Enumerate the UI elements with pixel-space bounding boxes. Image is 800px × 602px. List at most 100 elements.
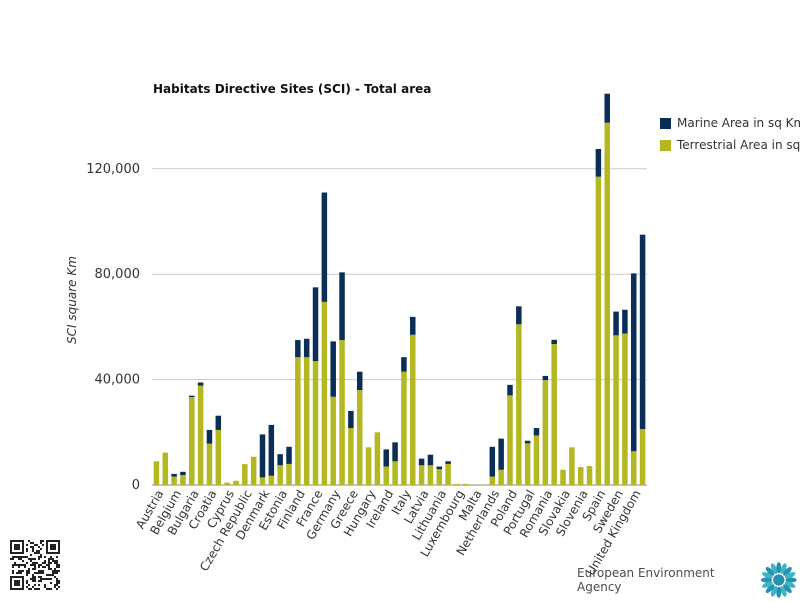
bar-terrestrial (596, 177, 602, 485)
bar-terrestrial (490, 477, 496, 485)
bar-terrestrial (322, 302, 328, 485)
bar-marine (640, 235, 646, 429)
bar-marine (357, 372, 363, 390)
legend-item-terrestrial[interactable]: Terrestrial Area in sq Km (660, 134, 800, 156)
bar-terrestrial (419, 465, 425, 485)
bar-marine (189, 396, 195, 397)
bar-terrestrial (251, 457, 257, 485)
bar-terrestrial (286, 464, 292, 485)
bar-terrestrial (463, 484, 469, 485)
bar-marine (516, 306, 522, 324)
bar-terrestrial (260, 477, 266, 485)
y-tick-label: 120,000 (86, 162, 140, 177)
bar-terrestrial (269, 476, 275, 485)
bar-marine (437, 467, 443, 470)
bar-terrestrial (613, 335, 619, 485)
bar-marine (313, 287, 319, 361)
bar-marine (171, 474, 177, 477)
bar-marine (498, 439, 504, 470)
bar-marine (207, 430, 213, 444)
chart-title: Habitats Directive Sites (SCI) - Total a… (153, 82, 431, 96)
legend-label-terrestrial: Terrestrial Area in sq Km (677, 138, 800, 152)
bar-marine (525, 441, 531, 444)
bar-marine (543, 376, 549, 380)
eea-sun-icon (758, 558, 800, 602)
bar-terrestrial (587, 466, 593, 485)
bar-terrestrial (445, 464, 451, 485)
bar-terrestrial (498, 470, 504, 485)
bar-terrestrial (543, 380, 549, 485)
bar-marine (596, 149, 602, 177)
bar-marine (269, 425, 275, 476)
bar-terrestrial (224, 483, 230, 485)
bar-marine (216, 416, 222, 430)
bar-marine (419, 459, 425, 466)
bar-terrestrial (277, 465, 283, 485)
bar-terrestrial (622, 333, 628, 485)
bar-marine (260, 434, 266, 477)
bar-marine (198, 382, 204, 385)
bar-terrestrial (304, 357, 310, 485)
y-axis-label: SCI square Km (65, 256, 79, 344)
bar-marine (330, 341, 336, 396)
bar-terrestrial (454, 484, 460, 485)
bar-marine (551, 340, 557, 344)
bar-terrestrial (507, 395, 513, 485)
bar-marine (445, 461, 451, 464)
bar-terrestrial (163, 453, 169, 485)
bar-marine (410, 317, 416, 335)
y-tick-label: 0 (132, 478, 140, 493)
bar-marine (339, 272, 345, 340)
bar-terrestrial (560, 470, 566, 485)
eea-logo[interactable]: European Environment Agency (577, 558, 800, 602)
bar-marine (631, 273, 637, 451)
bar-terrestrial (428, 465, 434, 485)
bar-terrestrial (516, 324, 522, 485)
bar-marine (322, 193, 328, 302)
bar-marine (428, 455, 434, 466)
y-tick-label: 40,000 (95, 373, 141, 388)
bar-terrestrial (410, 335, 416, 485)
bar-terrestrial (180, 475, 186, 485)
bar-marine (534, 428, 540, 435)
bar-terrestrial (357, 390, 363, 485)
legend-swatch-terrestrial (660, 140, 671, 151)
bar-marine (392, 442, 398, 461)
bar-terrestrial (189, 397, 195, 485)
bar-marine (277, 454, 283, 465)
bar-terrestrial (401, 372, 407, 485)
bar-marine (295, 340, 301, 357)
bar-terrestrial (313, 361, 319, 485)
bar-terrestrial (366, 447, 372, 485)
bar-terrestrial (154, 461, 160, 485)
bar-terrestrial (216, 430, 222, 485)
bar-terrestrial (339, 340, 345, 485)
bar-marine (401, 357, 407, 371)
bar-terrestrial (375, 432, 381, 485)
bar-marine (613, 312, 619, 336)
bar-terrestrial (295, 357, 301, 485)
bar-terrestrial (233, 481, 239, 485)
bar-marine (604, 94, 610, 123)
qr-code-icon[interactable] (10, 540, 60, 590)
bar-terrestrial (604, 123, 610, 485)
bar-terrestrial (330, 397, 336, 485)
legend-item-marine[interactable]: Marine Area in sq Km (660, 112, 800, 134)
bar-terrestrial (198, 386, 204, 485)
bar-terrestrial (348, 428, 354, 485)
legend: Marine Area in sq Km Terrestrial Area in… (660, 112, 800, 156)
bar-terrestrial (242, 464, 248, 485)
agency-name: European Environment Agency (577, 566, 752, 594)
bar-marine (383, 449, 389, 466)
bar-marine (304, 339, 310, 357)
bar-terrestrial (437, 469, 443, 485)
bar-terrestrial (525, 443, 531, 485)
bar-marine (507, 385, 513, 396)
bar-terrestrial (551, 344, 557, 485)
bar-marine (286, 447, 292, 464)
y-tick-label: 80,000 (95, 267, 141, 282)
bar-terrestrial (171, 477, 177, 485)
legend-label-marine: Marine Area in sq Km (677, 116, 800, 130)
legend-swatch-marine (660, 118, 671, 129)
bar-marine (622, 310, 628, 334)
